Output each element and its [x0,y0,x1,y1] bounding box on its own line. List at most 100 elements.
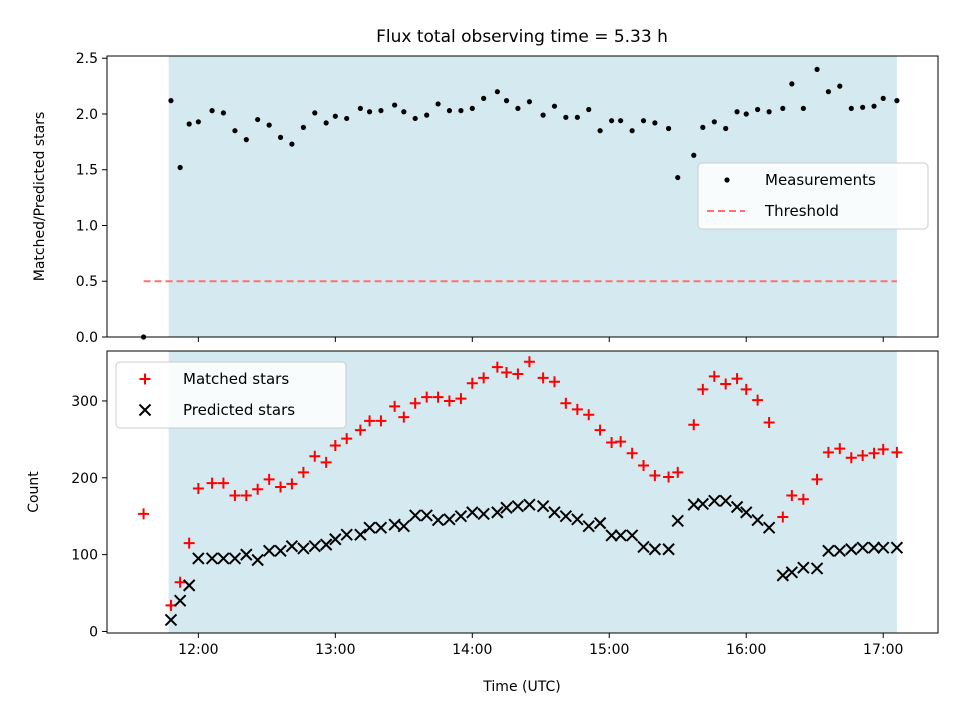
data-point [217,552,230,565]
y-tick-label: 1.0 [76,218,98,234]
data-point [797,493,809,505]
data-point [443,513,456,526]
data-point [751,513,764,527]
data-point [168,98,174,104]
data-point [494,89,500,95]
data-point [551,103,558,109]
ratio-panel: 0.0 0.5 1.0 1.5 2.0 2.5 Matched/Predicted star… [32,51,939,346]
legend-swatch [139,373,151,385]
data-point [867,541,881,554]
data-point [811,473,823,485]
x-axis-label: Time (UTC) [482,679,560,695]
data-point [289,141,295,147]
legend-label: Matched stars [183,370,289,388]
data-point [582,519,595,533]
data-point [574,114,580,120]
data-point [688,419,700,431]
axes-frame [106,350,939,634]
data-point [648,543,662,556]
data-point [240,489,252,501]
data-point [466,506,479,519]
data-point [477,507,490,521]
data-point [563,114,569,120]
data-point [319,538,333,551]
data-point [523,498,536,511]
data-point [309,450,321,462]
data-point [890,541,904,554]
y-tick-label: 0 [89,624,98,640]
data-point [392,102,398,108]
data-point [615,436,627,448]
data-point [662,543,675,556]
data-point [593,516,607,530]
data-point [597,128,603,134]
data-point [777,511,789,523]
chart-title: Flux total observing time = 5.33 h [376,27,668,47]
data-point [431,513,445,527]
data-point [206,477,218,489]
data-point [720,378,732,390]
data-point [586,106,592,113]
data-point [177,164,183,171]
data-point [329,533,342,546]
data-point [446,108,453,114]
data-point [192,552,205,565]
legend-label: Threshold [764,202,839,220]
data-point [708,370,720,382]
data-point [192,483,204,495]
data-point [752,394,764,406]
data-point [891,446,903,458]
data-point [389,400,401,412]
data-point [776,569,790,582]
data-point [652,120,658,126]
data-point [640,118,647,124]
data-point [240,548,253,561]
axes-frame [106,55,939,338]
legend-box [115,361,347,429]
data-point [243,137,249,143]
data-point [420,509,433,522]
legend-swatch [724,177,730,183]
data-point [329,440,341,452]
data-point [401,109,407,115]
y-tick-label: 100 [71,548,98,564]
data-point [734,109,740,115]
data-point [708,494,721,508]
y-axis-label: Matched/Predicted stars [32,112,48,282]
data-point [559,509,573,523]
data-point [366,109,373,115]
data-point [297,542,310,555]
data-point [665,125,672,132]
data-point [822,544,835,557]
data-point [626,447,638,459]
data-point [625,529,639,542]
data-point [435,101,441,107]
data-point [672,466,684,478]
data-point [374,521,388,534]
data-point [164,613,178,627]
data-point [320,456,332,468]
data-point [277,134,284,141]
data-point [409,397,421,409]
data-point [232,128,238,134]
data-point [877,443,889,455]
y-tick-label: 2.0 [76,107,98,123]
x-tick-label: 13:00 [315,642,355,658]
data-point [454,509,468,523]
data-point [880,95,886,101]
data-point [833,544,846,557]
data-point [837,83,843,89]
data-point [252,483,264,495]
data-point [723,125,729,132]
data-point [275,481,287,493]
data-point [205,552,219,565]
data-point [719,494,732,508]
data-point [397,519,411,533]
data-point [186,121,192,127]
data-point [548,376,560,388]
data-point [594,424,606,436]
data-point [608,118,615,124]
data-point [408,509,422,522]
data-point [711,119,717,125]
data-point [285,539,299,553]
